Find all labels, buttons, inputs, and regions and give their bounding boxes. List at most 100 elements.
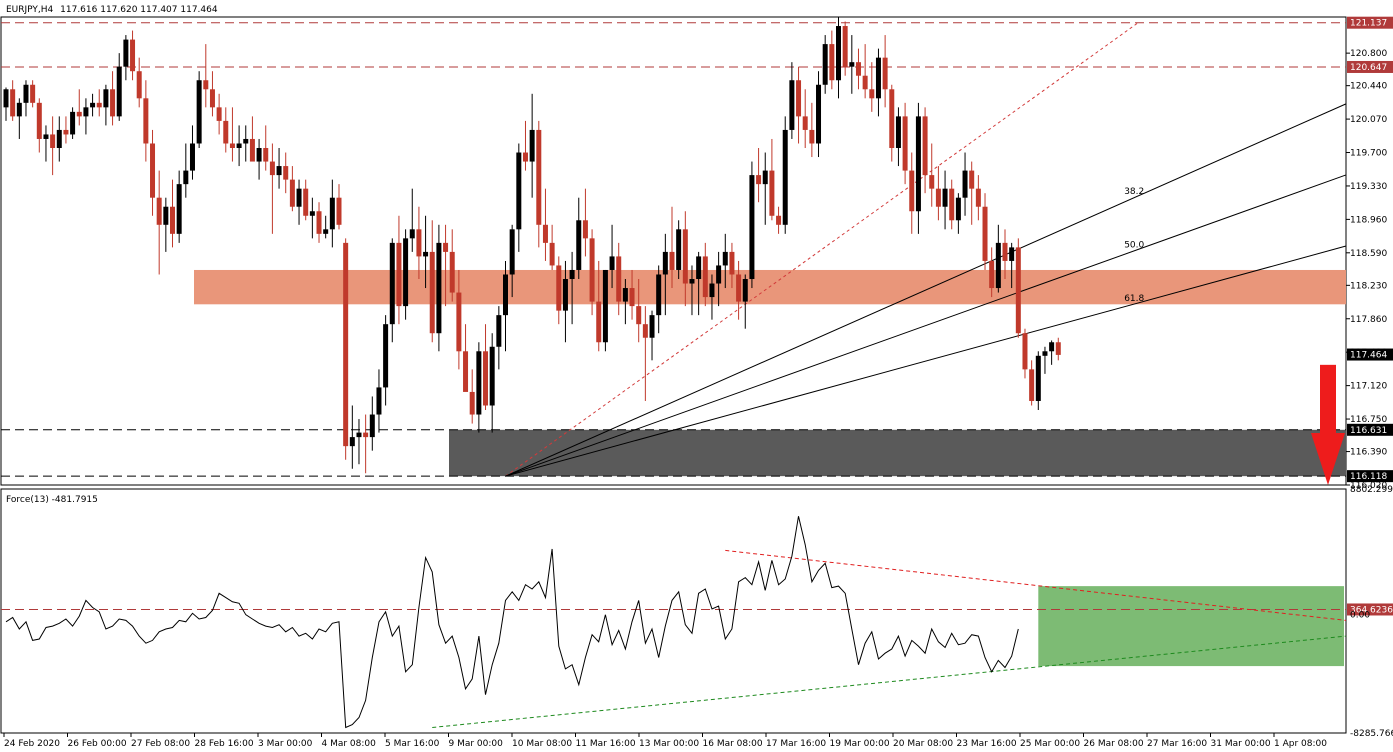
candle-body: [829, 44, 835, 81]
candle: [196, 71, 202, 149]
candle-body: [50, 134, 56, 149]
candle-body: [163, 206, 169, 225]
time-axis: 24 Feb 2020 26 Feb 00:00 27 Feb 08:00 28 Fe…: [3, 733, 1327, 749]
candle-body: [496, 315, 502, 347]
candle: [423, 215, 429, 289]
candle: [749, 161, 755, 289]
fib-fan-label: 61.8: [1124, 294, 1144, 304]
candle-body: [729, 251, 735, 275]
forecast-arrow-shaft: [1320, 364, 1336, 435]
candle-body: [16, 102, 22, 117]
candle-body: [90, 102, 96, 108]
candle-body: [782, 129, 788, 225]
candle: [862, 44, 868, 99]
candle-body: [196, 80, 202, 144]
candle: [669, 206, 675, 289]
candle: [536, 120, 542, 248]
candle-body: [756, 175, 762, 185]
candle: [323, 215, 329, 239]
candle-body: [855, 62, 861, 76]
candle-body: [296, 188, 302, 207]
candle-body: [423, 251, 429, 257]
fib-fan-line: [505, 103, 1347, 477]
candle-body: [769, 170, 775, 216]
time-tick-label: 28 Feb 16:00: [195, 739, 254, 749]
candle-body: [1049, 342, 1055, 352]
candle-body: [396, 242, 402, 307]
candle: [229, 107, 235, 162]
candle-body: [556, 265, 562, 311]
candle: [50, 116, 56, 176]
candle: [150, 129, 156, 216]
price-tick-label: 116.390: [1350, 448, 1387, 458]
candle-body: [150, 143, 156, 198]
candle: [23, 80, 29, 117]
time-tick-label: 24 Feb 2020: [4, 739, 60, 749]
candle-body: [136, 71, 142, 99]
candle: [316, 202, 322, 243]
candle-body: [816, 84, 822, 144]
candle: [409, 188, 415, 252]
candle-body: [749, 175, 755, 280]
candle-body: [522, 152, 528, 162]
candle: [875, 48, 881, 117]
candle: [909, 152, 915, 234]
candle-body: [30, 84, 36, 103]
price-level-tag: [1347, 423, 1393, 436]
candle-body: [263, 148, 269, 162]
time-tick-label: 25 Mar 00:00: [1020, 739, 1080, 749]
candle-body: [869, 89, 875, 99]
ohlc-label: 117.616 117.620 117.407 117.464: [60, 5, 218, 15]
candle: [489, 333, 495, 433]
candle-body: [209, 89, 215, 108]
candle: [762, 152, 768, 225]
price-tick-label: 118.230: [1350, 281, 1387, 291]
candle: [236, 125, 242, 167]
candle: [1049, 340, 1055, 365]
candle-body: [949, 188, 955, 221]
candle-body: [369, 414, 375, 438]
fib-trend-line: [505, 22, 1139, 477]
candle-body: [596, 301, 602, 343]
candle-body: [842, 26, 848, 67]
candle: [676, 220, 682, 280]
force-tick-label: 0.00: [1350, 611, 1370, 621]
candle-body: [203, 80, 209, 90]
candle-body: [929, 175, 935, 189]
candle: [70, 107, 76, 139]
candle: [249, 116, 255, 162]
candle-body: [862, 75, 868, 90]
price-level-label: 116.631: [1350, 426, 1387, 436]
candle: [463, 324, 469, 392]
candle-body: [503, 274, 508, 316]
candle-body: [343, 242, 349, 447]
candle-body: [696, 256, 702, 280]
candle-body: [176, 184, 182, 234]
candle: [656, 265, 662, 334]
candle: [696, 251, 702, 316]
candle: [329, 179, 335, 248]
candle: [1035, 351, 1041, 411]
candle: [1042, 346, 1048, 374]
candle: [516, 143, 522, 252]
candle: [496, 306, 502, 370]
force-level-tag: [1347, 603, 1393, 616]
candle-body: [602, 269, 608, 343]
candle: [629, 269, 635, 320]
support-zone: [449, 429, 1346, 477]
candle-body: [23, 84, 29, 103]
candle-body: [456, 292, 462, 352]
candle-body: [582, 220, 588, 239]
force-tick-label: 8802.2995: [1350, 485, 1393, 495]
candle-body: [529, 129, 535, 162]
candle: [1002, 229, 1008, 280]
descending-resistance-line: [725, 549, 1347, 621]
candle-body: [822, 44, 828, 85]
candle: [203, 44, 209, 108]
candle: [842, 21, 848, 76]
candle: [802, 89, 808, 149]
price-level-label: 116.118: [1350, 472, 1387, 482]
time-tick-label: 3 Mar 00:00: [258, 739, 313, 749]
time-tick-label: 31 Mar 00:00: [1211, 739, 1271, 749]
